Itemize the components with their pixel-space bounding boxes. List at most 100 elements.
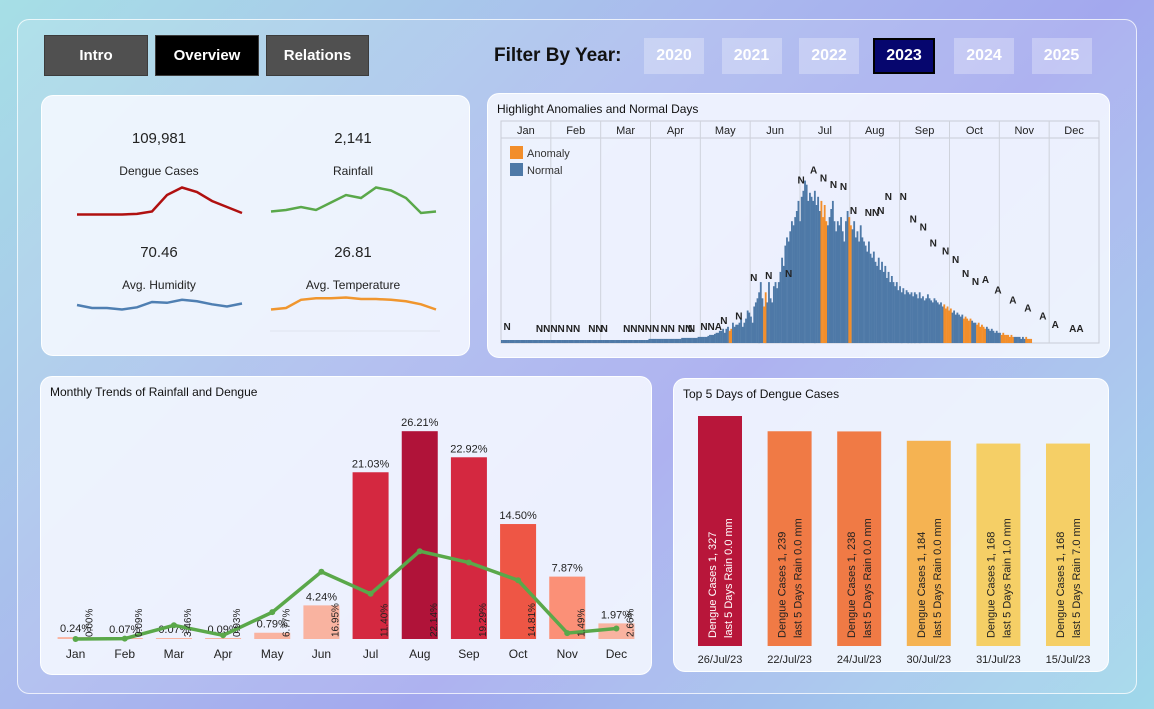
avg-temperature-value: 26.81 [334,244,372,261]
day-bar [894,286,897,343]
top-day-cases-label: Dengue Cases 1, 238 [846,532,858,638]
day-bar [686,337,688,343]
day-bar [764,292,767,344]
day-bar [699,336,702,343]
year-button-2024[interactable]: 2024 [954,38,1014,74]
day-bar [846,211,849,343]
day-bar [579,340,582,343]
filter-by-year-label: Filter By Year: [494,45,622,66]
day-bar [720,330,723,343]
day-bar [1026,338,1029,343]
month-header-apr: Apr [667,125,684,137]
day-bar [908,294,911,343]
day-bar [889,282,892,343]
year-button-2020[interactable]: 2020 [644,38,704,74]
day-bar [713,333,716,343]
month-label-jan: Jan [66,647,85,661]
day-bar [615,340,618,343]
temperature-sparkline [270,296,437,311]
year-button-2023[interactable]: 2023 [873,38,935,74]
day-bar [530,340,533,343]
day-label: N [850,206,857,217]
month-header-feb: Feb [566,125,585,137]
day-label: NN [678,324,692,335]
day-bar [597,340,600,343]
monthly-trends-panel: Monthly Trends of Rainfall and Dengue 0.… [40,376,652,675]
top-day-cases-label: Dengue Cases 1, 239 [777,532,789,638]
month-label-apr: Apr [214,647,233,661]
year-button-2025[interactable]: 2025 [1031,38,1092,74]
day-bar [514,340,516,343]
day-bar [804,180,806,343]
top-day-bar-6 [1046,443,1090,646]
day-bar [640,340,643,343]
month-header-aug: Aug [865,125,885,137]
top-day-cases-label: Dengue Cases 1, 168 [985,532,997,638]
day-label: AA [1069,324,1083,335]
day-bar [537,340,539,343]
day-bar [985,326,988,343]
day-label: N [910,214,917,225]
day-bar [984,328,987,343]
day-bar [790,221,793,343]
rain-pct-label: 3.46% [183,609,194,637]
tab-overview[interactable]: Overview [155,35,259,76]
top-day-rain-label: last 5 Days Rain 1.0 mm [1001,518,1013,638]
rainfall-label: Rainfall [332,164,374,178]
day-bar [605,340,608,343]
day-bar [812,200,815,343]
top-day-bar-2 [767,431,812,646]
day-bar [884,265,887,343]
legend-swatch-anomaly [510,146,523,159]
day-bar [661,338,664,343]
day-bar [820,200,823,343]
tab-intro[interactable]: Intro [44,35,148,76]
dengue-pct-label: 4.24% [306,591,337,603]
day-label: A [1039,312,1046,323]
top-day-date: 15/Jul/23 [1046,654,1091,666]
day-bar [777,282,780,343]
day-bar [546,340,549,343]
day-bar [853,221,856,343]
day-label: N [820,174,827,185]
day-bar [1018,336,1021,343]
day-bar [740,318,743,343]
day-bar [967,320,970,343]
day-bar [807,200,810,343]
month-header-jun: Jun [766,125,784,137]
day-bar [743,322,746,343]
month-header-jan: Jan [517,125,535,137]
day-bar [759,282,762,343]
rainfall-point [613,625,620,632]
day-bar [772,286,775,343]
day-bar [674,338,677,343]
day-bar [609,340,611,343]
year-button-2022[interactable]: 2022 [799,38,859,74]
day-bar [900,292,903,344]
day-bar [632,340,634,343]
day-bar [786,237,788,343]
year-button-2021[interactable]: 2021 [721,38,782,74]
day-bar [656,338,659,343]
day-bar [907,292,910,344]
rainfall-line [75,549,617,641]
day-bar [992,330,995,343]
kpi-sparklines [76,186,440,332]
day-bar [573,340,575,343]
day-bar [732,322,734,343]
day-bar [776,288,779,343]
monthly-chart-title: Monthly Trends of Rainfall and Dengue [50,385,258,399]
day-bar [1010,334,1013,343]
day-bar [840,217,842,343]
month-header-oct: Oct [966,125,983,137]
day-bar [1022,336,1024,343]
day-label: N [930,239,937,250]
day-bar [904,294,906,343]
rainfall-point [465,559,472,566]
tab-relations[interactable]: Relations [266,35,369,76]
top-day-date: 24/Jul/23 [837,654,882,666]
day-bar [599,340,602,343]
day-bar [561,340,564,343]
day-bar [715,332,718,343]
day-bar [843,241,846,343]
